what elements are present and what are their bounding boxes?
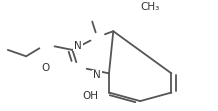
Text: OH: OH — [83, 91, 99, 101]
Text: CH₃: CH₃ — [140, 2, 159, 12]
Text: N: N — [74, 41, 82, 51]
Text: N: N — [93, 70, 101, 80]
Text: O: O — [41, 63, 50, 73]
